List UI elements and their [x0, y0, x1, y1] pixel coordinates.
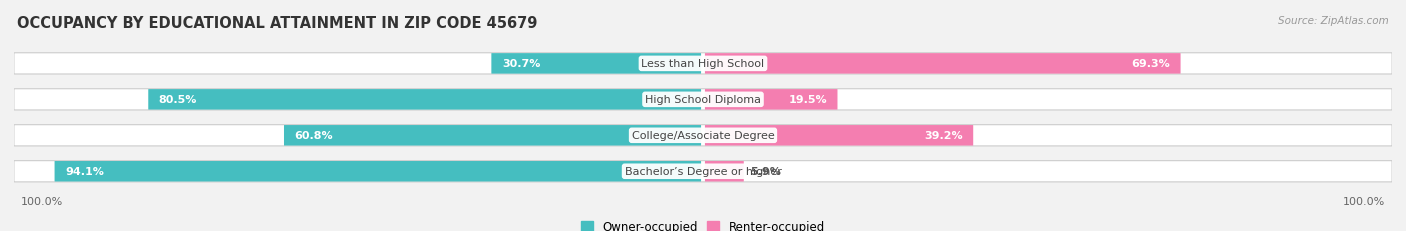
FancyBboxPatch shape [284, 125, 702, 146]
FancyBboxPatch shape [704, 90, 838, 110]
Text: Bachelor’s Degree or higher: Bachelor’s Degree or higher [624, 167, 782, 176]
FancyBboxPatch shape [14, 161, 1392, 182]
FancyBboxPatch shape [14, 89, 1392, 110]
FancyBboxPatch shape [491, 54, 702, 74]
FancyBboxPatch shape [704, 161, 744, 182]
Text: 69.3%: 69.3% [1132, 59, 1170, 69]
Text: OCCUPANCY BY EDUCATIONAL ATTAINMENT IN ZIP CODE 45679: OCCUPANCY BY EDUCATIONAL ATTAINMENT IN Z… [17, 16, 537, 31]
Text: 30.7%: 30.7% [502, 59, 540, 69]
Text: 80.5%: 80.5% [159, 95, 197, 105]
Text: 60.8%: 60.8% [294, 131, 333, 141]
Text: 100.0%: 100.0% [1343, 196, 1385, 206]
FancyBboxPatch shape [704, 54, 1181, 74]
Text: Less than High School: Less than High School [641, 59, 765, 69]
Text: 100.0%: 100.0% [21, 196, 63, 206]
Legend: Owner-occupied, Renter-occupied: Owner-occupied, Renter-occupied [576, 216, 830, 231]
Text: 39.2%: 39.2% [924, 131, 963, 141]
Text: 5.9%: 5.9% [751, 167, 782, 176]
FancyBboxPatch shape [55, 161, 702, 182]
FancyBboxPatch shape [704, 125, 973, 146]
FancyBboxPatch shape [14, 125, 1392, 146]
Text: High School Diploma: High School Diploma [645, 95, 761, 105]
FancyBboxPatch shape [148, 90, 702, 110]
Text: 19.5%: 19.5% [789, 95, 827, 105]
Text: Source: ZipAtlas.com: Source: ZipAtlas.com [1278, 16, 1389, 26]
FancyBboxPatch shape [14, 54, 1392, 75]
Text: College/Associate Degree: College/Associate Degree [631, 131, 775, 141]
Text: 94.1%: 94.1% [65, 167, 104, 176]
